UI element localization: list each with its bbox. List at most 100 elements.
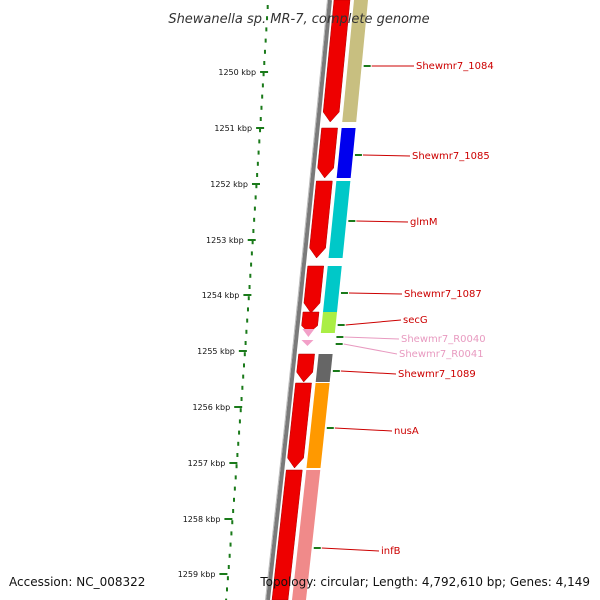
cog-block — [292, 470, 321, 600]
gc-dot — [255, 184, 258, 189]
kbp-tick — [229, 462, 238, 464]
cog-tick — [326, 427, 334, 429]
gc-dot — [232, 509, 235, 513]
gc-dot — [235, 464, 238, 469]
gc-dot — [265, 27, 268, 32]
gc-dot — [254, 195, 257, 200]
gc-dot — [256, 161, 259, 166]
cog-block — [328, 181, 351, 258]
gc-dot — [249, 273, 252, 278]
gene-label: infB — [381, 546, 401, 557]
gene-label: Shewmr7_1089 — [398, 369, 476, 380]
gc-dot — [258, 139, 261, 144]
gc-dot — [241, 385, 244, 390]
kbp-ruler: 1250 kbp 1251 kbp 1252 kbp 1253 kbp 1254 kbp… — [178, 68, 269, 579]
kbp-tick — [260, 71, 269, 73]
gene-arrow — [287, 382, 312, 469]
gene-label: secG — [403, 315, 428, 326]
trna-arrow — [302, 329, 315, 337]
gc-dot — [257, 150, 260, 155]
gc-dot — [238, 419, 241, 424]
gc-dot — [233, 486, 236, 491]
kbp-tick-label: 1254 kbp — [202, 291, 240, 300]
gene-arrow — [271, 469, 303, 600]
gc-dot — [230, 531, 233, 536]
label-leader — [362, 154, 411, 157]
gc-dot — [256, 173, 259, 177]
gc-dot — [251, 240, 254, 245]
kbp-tick-label: 1258 kbp — [183, 515, 221, 524]
gc-dot — [247, 296, 250, 301]
label-leader — [345, 319, 402, 326]
cog-tick — [340, 292, 348, 294]
gc-dot — [253, 206, 256, 211]
kbp-tick — [247, 239, 256, 241]
gc-dot — [242, 363, 245, 368]
gc-dot — [238, 430, 241, 435]
accession-text: Accession: NC_008322 — [9, 575, 145, 589]
kbp-tick — [219, 573, 228, 575]
cog-track — [292, 0, 368, 600]
gc-dot — [234, 475, 237, 480]
gene-track — [271, 0, 351, 600]
kbp-tick — [243, 294, 252, 296]
genome-backbone — [265, 0, 332, 600]
gc-dot — [250, 251, 253, 256]
kbp-tick-label: 1250 kbp — [218, 68, 256, 77]
label-leader — [356, 220, 409, 223]
gc-dot — [226, 576, 229, 581]
gc-dot — [260, 105, 263, 110]
gc-dot — [253, 217, 256, 222]
gc-dot — [245, 329, 248, 334]
label-leader — [321, 547, 380, 552]
gc-dot — [262, 72, 265, 77]
gc-dot — [259, 117, 262, 121]
gc-dot — [263, 49, 266, 54]
gc-dot — [240, 397, 243, 401]
gene-label: Shewmr7_R0041 — [399, 349, 484, 360]
kbp-tick-label: 1257 kbp — [188, 459, 226, 468]
gc-dot — [248, 285, 251, 289]
cog-block — [320, 312, 338, 333]
kbp-tick-label: 1252 kbp — [210, 180, 248, 189]
gene-label: Shewmr7_1084 — [416, 61, 494, 72]
cog-tick — [335, 343, 343, 345]
kbp-tick-label: 1255 kbp — [197, 347, 235, 356]
gc-dot — [259, 128, 262, 133]
gc-dot — [252, 229, 255, 233]
gc-dot — [228, 553, 231, 558]
gc-dot — [226, 587, 229, 592]
gene-labels: Shewmr7_1084 Shewmr7_1085 glmM Shewmr7_1087… — [381, 61, 494, 557]
label-leaders — [313, 65, 414, 552]
gc-dot — [243, 352, 246, 357]
map-title: Shewanella sp. MR-7, complete genome — [168, 12, 429, 27]
gc-dot — [227, 565, 230, 569]
label-leader — [334, 427, 393, 432]
topology-text: Topology: circular; Length: 4,792,610 bp… — [259, 575, 590, 589]
label-leader — [340, 370, 397, 375]
gc-dot — [250, 262, 253, 267]
cog-tick — [336, 336, 344, 338]
backbone-edge — [265, 0, 328, 600]
gc-dot — [237, 441, 240, 446]
gene-arrow — [309, 180, 333, 259]
kbp-tick — [224, 518, 233, 520]
gc-dot — [233, 497, 236, 502]
gc-dot — [246, 318, 249, 323]
kbp-tick-label: 1253 kbp — [206, 236, 244, 245]
cog-tick — [348, 220, 356, 222]
gc-dot — [239, 408, 242, 413]
gene-label: Shewmr7_R0040 — [401, 334, 486, 345]
gc-dot — [242, 374, 245, 379]
label-leader — [344, 336, 400, 340]
gc-dot — [229, 542, 232, 547]
kbp-tick-label: 1256 kbp — [192, 403, 230, 412]
label-leader — [348, 292, 403, 295]
gc-dot — [263, 61, 266, 65]
gene-arrow — [303, 265, 325, 314]
gc-content-dots — [225, 5, 269, 600]
trna-arrow — [301, 340, 314, 346]
kbp-tick — [234, 406, 243, 408]
cog-block — [342, 0, 368, 122]
